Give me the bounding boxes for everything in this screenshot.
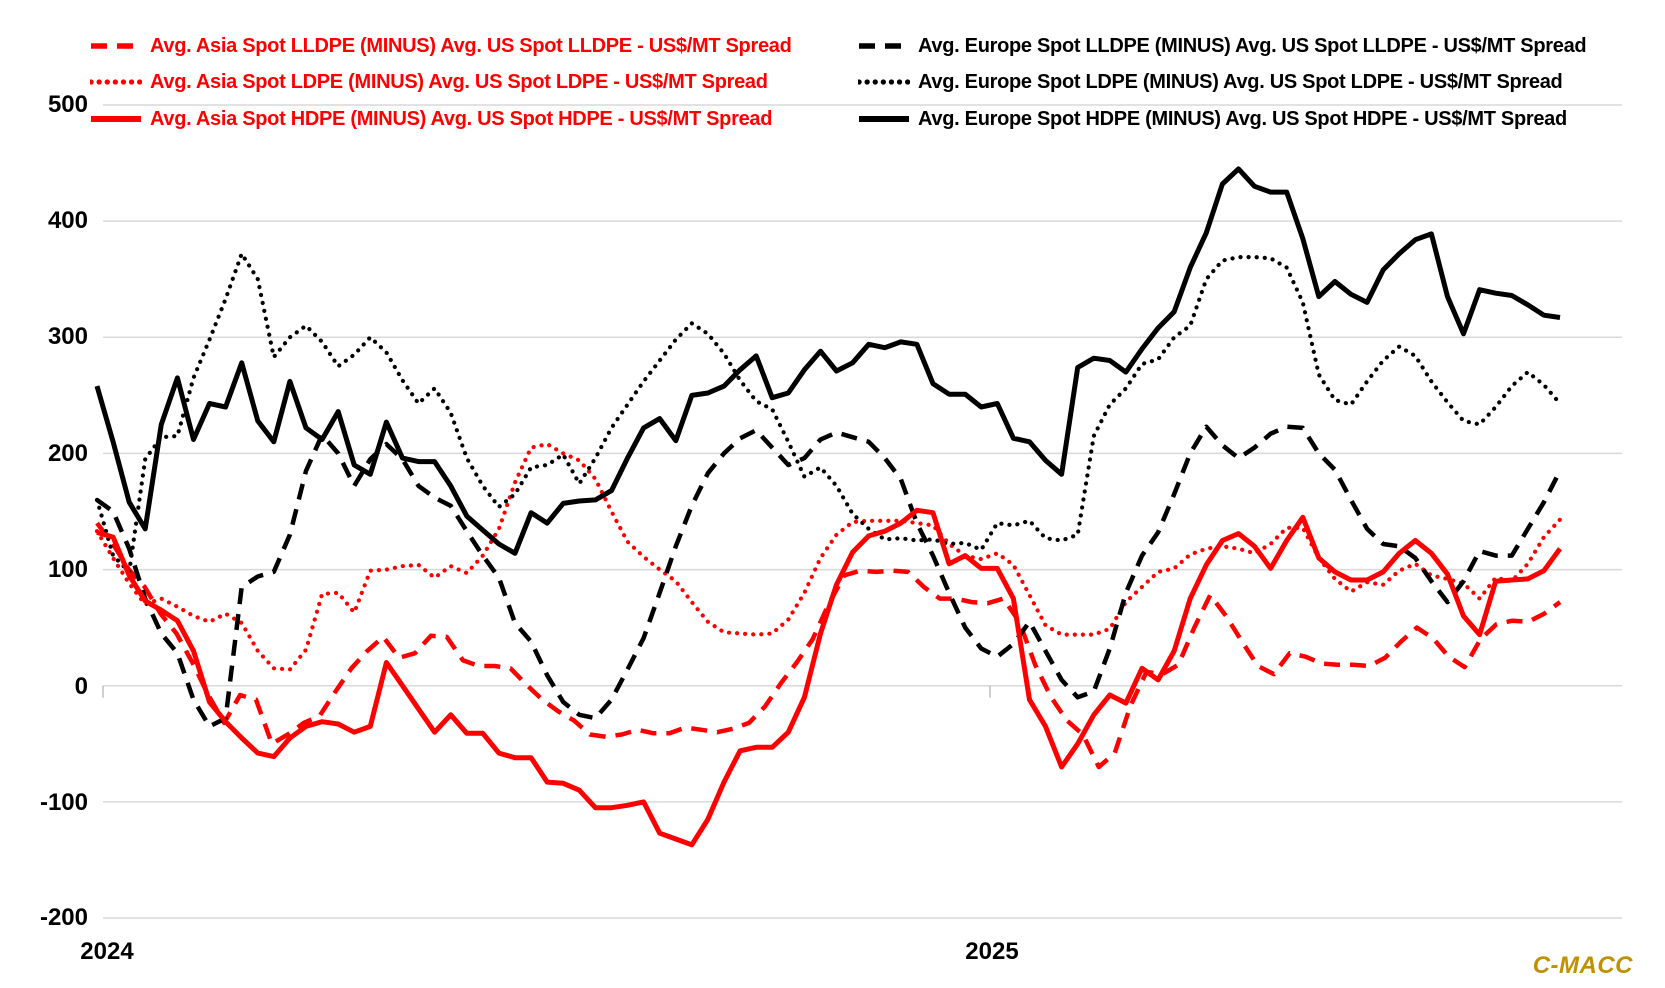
legend-item-asia-hdpe: Avg. Asia Spot HDPE (MINUS) Avg. US Spot… [90, 107, 772, 131]
legend-item-europe-lldpe: Avg. Europe Spot LLDPE (MINUS) Avg. US S… [858, 34, 1587, 58]
legend-item-asia-lldpe: Avg. Asia Spot LLDPE (MINUS) Avg. US Spo… [90, 34, 792, 58]
legend-label: Avg. Europe Spot LDPE (MINUS) Avg. US Sp… [918, 70, 1563, 93]
legend-label: Avg. Europe Spot HDPE (MINUS) Avg. US Sp… [918, 107, 1567, 130]
legend-label: Avg. Asia Spot LDPE (MINUS) Avg. US Spot… [150, 70, 768, 93]
europe-hdpe-spread-line [94, 166, 1561, 556]
y-tick-label: 500 [47, 91, 88, 118]
europe-ldpe-spread-line [94, 251, 1563, 575]
legend-item-europe-hdpe: Avg. Europe Spot HDPE (MINUS) Avg. US Sp… [858, 107, 1567, 131]
y-tick-label: 0 [74, 673, 88, 700]
watermark-cmacc: C-MACC [1532, 952, 1633, 979]
y-tick-label: 100 [47, 556, 88, 583]
legend-item-asia-ldpe: Avg. Asia Spot LDPE (MINUS) Avg. US Spot… [90, 70, 768, 94]
dashed-line-swatch-icon [859, 43, 909, 49]
y-tick-label: -200 [39, 904, 88, 931]
dashed-line-swatch-icon [91, 43, 141, 49]
europe-lldpe-spread-line [95, 424, 1563, 729]
legend-item-europe-ldpe: Avg. Europe Spot LDPE (MINUS) Avg. US Sp… [858, 70, 1563, 94]
legend-label: Avg. Asia Spot LLDPE (MINUS) Avg. US Spo… [150, 34, 792, 57]
solid-line-swatch-icon [859, 116, 909, 122]
asia-hdpe-spread-line [96, 507, 1563, 848]
legend-label: Avg. Europe Spot LLDPE (MINUS) Avg. US S… [918, 34, 1587, 57]
legend-label: Avg. Asia Spot HDPE (MINUS) Avg. US Spot… [150, 107, 773, 130]
solid-line-swatch-icon [91, 116, 141, 122]
asia-lldpe-spread-line [95, 521, 1562, 770]
y-tick-label: -100 [39, 789, 88, 816]
dotted-line-swatch-icon [90, 79, 142, 85]
x-axis-label-2025: 2025 [965, 938, 1019, 965]
dotted-line-swatch-icon [858, 79, 910, 85]
x-axis-label-2024: 2024 [80, 938, 134, 965]
y-tick-label: 200 [47, 440, 88, 467]
y-tick-label: 400 [47, 207, 88, 234]
y-tick-label: 300 [47, 323, 88, 350]
